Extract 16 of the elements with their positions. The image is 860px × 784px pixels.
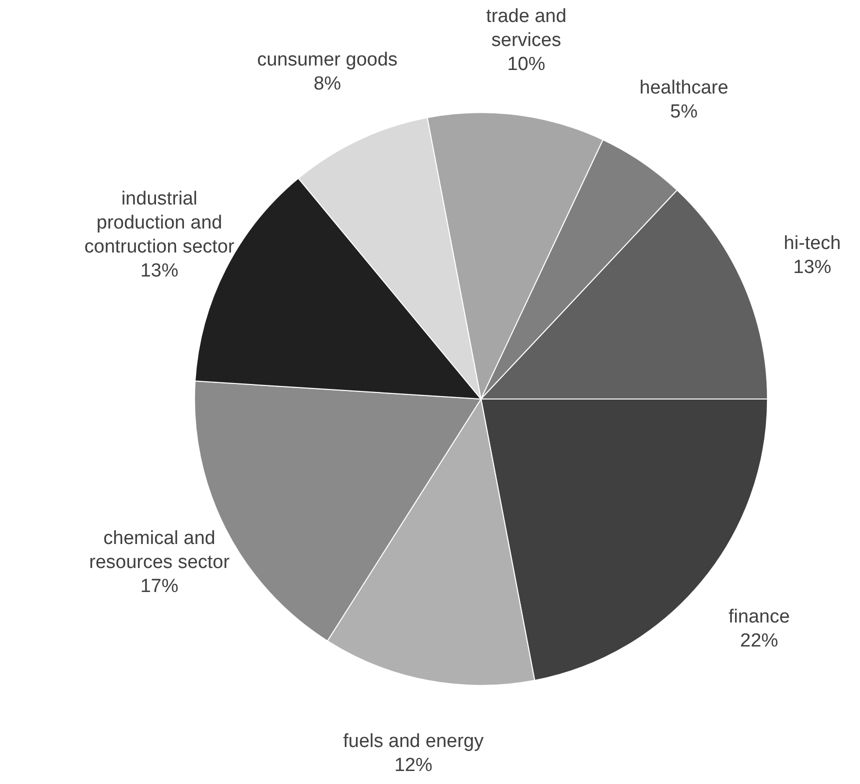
slice-label: cunsumer goods bbox=[257, 50, 398, 71]
slice-label: healthcare bbox=[640, 78, 728, 99]
slice-label: trade and services bbox=[486, 6, 566, 52]
data-label: 5% bbox=[670, 102, 698, 123]
slice-label: finance bbox=[728, 606, 790, 628]
slice-label: chemical and resources sector bbox=[89, 528, 230, 574]
data-label: 8% bbox=[314, 74, 342, 95]
slice-label: industrial production and contruction sector bbox=[84, 188, 236, 258]
data-label: 10% bbox=[507, 54, 546, 76]
data-label: 13% bbox=[793, 256, 832, 278]
data-label: 12% bbox=[394, 754, 432, 776]
data-label: 22% bbox=[740, 630, 778, 652]
data-label: 13% bbox=[140, 260, 178, 282]
slice-label: hi-tech bbox=[784, 232, 841, 254]
data-label: 17% bbox=[140, 576, 178, 598]
slice-label: fuels and energy bbox=[343, 730, 484, 752]
